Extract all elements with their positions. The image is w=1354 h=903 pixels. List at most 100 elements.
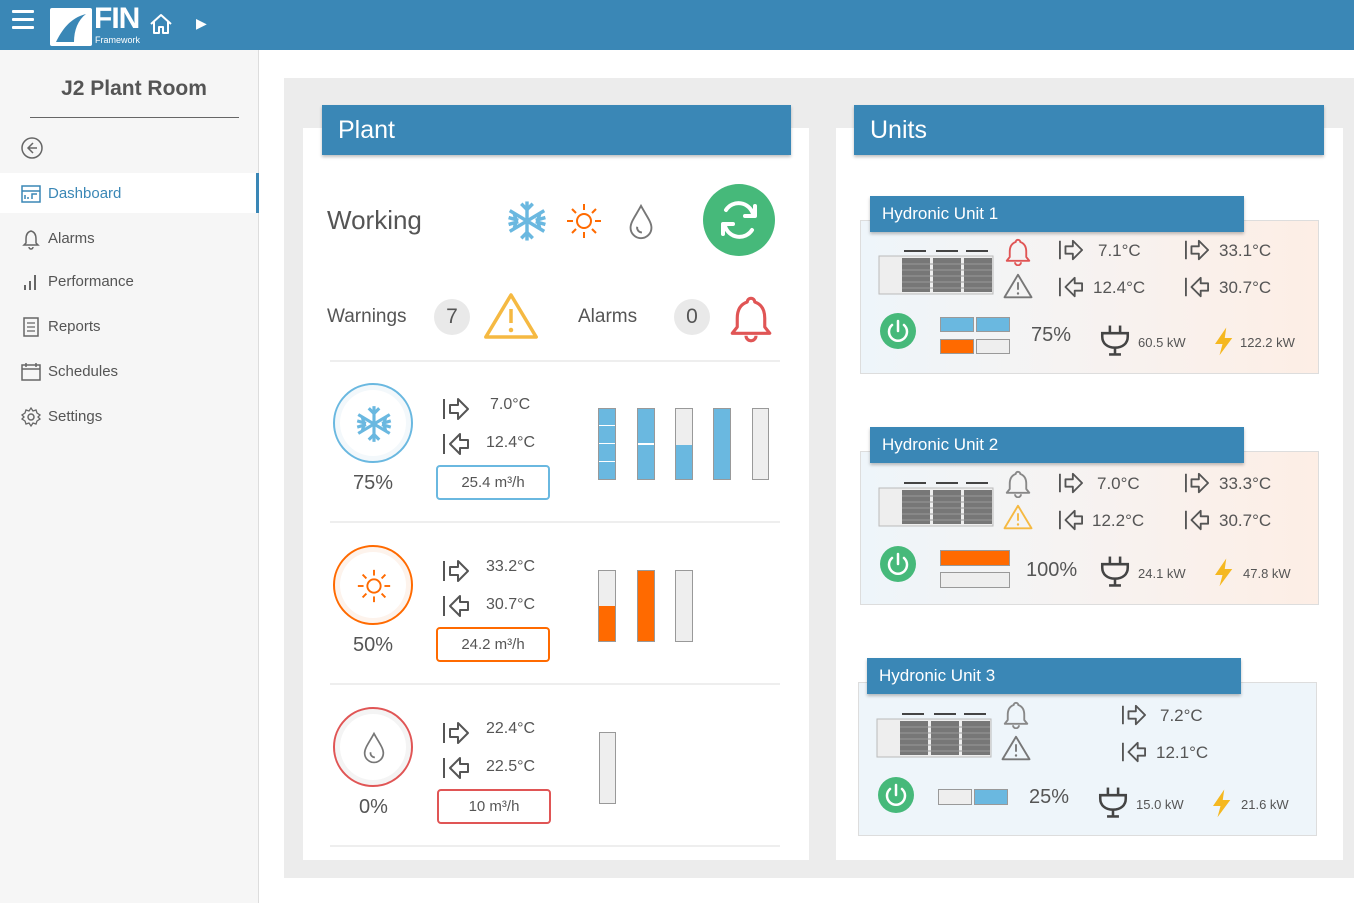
power-button[interactable] bbox=[880, 313, 916, 349]
return-arrow-icon bbox=[441, 755, 471, 781]
hydronic-unit-card[interactable] bbox=[860, 220, 1319, 374]
water-drop-icon bbox=[357, 729, 391, 767]
return-arrow-icon bbox=[1183, 508, 1211, 532]
stage-block bbox=[976, 339, 1010, 354]
sidebar-item-schedules[interactable]: Schedules bbox=[0, 351, 259, 391]
warning-icon[interactable] bbox=[1001, 734, 1031, 762]
stage-bar bbox=[637, 408, 655, 480]
top-bar: FIN Framework ▶ bbox=[0, 0, 1354, 50]
sidebar-item-reports[interactable]: Reports bbox=[0, 306, 259, 346]
refresh-icon bbox=[721, 201, 757, 239]
stage-bar bbox=[713, 408, 731, 480]
units-panel-title: Units bbox=[854, 105, 1324, 155]
unit-load-percent: 100% bbox=[1026, 559, 1078, 581]
plug-icon bbox=[1096, 784, 1130, 820]
cooling-supply-temp: 7.0°C bbox=[1097, 474, 1140, 493]
sidebar-item-alarms[interactable]: Alarms bbox=[0, 218, 259, 258]
cooling-supply-temp: 7.2°C bbox=[1160, 706, 1203, 725]
return-arrow-icon bbox=[441, 593, 471, 619]
cooling-return-temp: 12.2°C bbox=[1092, 511, 1145, 530]
unit-title: Hydronic Unit 1 bbox=[870, 196, 1244, 232]
alarm-bell-icon[interactable] bbox=[1001, 699, 1031, 729]
power-button[interactable] bbox=[878, 777, 914, 813]
thermal-power: 15.0 kW bbox=[1136, 797, 1184, 812]
supply-arrow-icon bbox=[1120, 703, 1148, 727]
snowflake-icon bbox=[504, 198, 550, 244]
stage-bar bbox=[599, 732, 616, 804]
heating-supply-temp: 33.2°C bbox=[486, 558, 536, 575]
alarm-bell-icon[interactable] bbox=[1003, 468, 1033, 498]
sun-icon bbox=[355, 567, 393, 605]
unit-load-percent: 25% bbox=[1029, 786, 1070, 808]
heating-return-temp: 30.7°C bbox=[1219, 278, 1272, 297]
heating-supply-temp: 33.1°C bbox=[1219, 241, 1272, 260]
alarm-bell-icon[interactable] bbox=[726, 290, 776, 344]
thermal-power: 24.1 kW bbox=[1138, 566, 1186, 581]
alarm-bell-icon[interactable] bbox=[1003, 236, 1033, 266]
heating-supply-temp: 33.3°C bbox=[1219, 474, 1272, 493]
stage-block bbox=[976, 317, 1010, 332]
stage-bar bbox=[637, 570, 655, 642]
lightning-icon bbox=[1209, 322, 1239, 360]
stage-block bbox=[940, 572, 1010, 588]
return-arrow-icon bbox=[1120, 740, 1148, 764]
hydronic-unit-card[interactable] bbox=[858, 682, 1317, 836]
stage-bar bbox=[675, 570, 693, 642]
chiller-icon bbox=[878, 478, 994, 528]
sidebar-item-label: Settings bbox=[48, 408, 103, 425]
refresh-button[interactable] bbox=[703, 184, 775, 256]
plant-status: Working bbox=[327, 205, 422, 235]
dhw-return-temp: 22.5°C bbox=[486, 758, 536, 775]
plug-icon bbox=[1098, 322, 1132, 358]
water-drop-icon bbox=[622, 201, 660, 243]
dhw-flow-rate: 10 m³/h bbox=[437, 789, 551, 824]
cooling-return-temp: 12.1°C bbox=[1156, 743, 1209, 762]
supply-arrow-icon bbox=[1183, 238, 1211, 262]
warnings-label: Warnings bbox=[327, 306, 407, 327]
return-arrow-icon bbox=[1183, 275, 1211, 299]
heating-return-temp: 30.7°C bbox=[486, 596, 536, 613]
logo-subtitle: Framework bbox=[95, 35, 141, 45]
sun-icon bbox=[564, 201, 604, 241]
dashboard-icon bbox=[21, 185, 41, 203]
power-button[interactable] bbox=[880, 546, 916, 582]
lightning-icon bbox=[1207, 784, 1237, 822]
sidebar-item-label: Dashboard bbox=[48, 185, 122, 202]
chevron-right-icon[interactable]: ▶ bbox=[196, 15, 207, 31]
warning-icon[interactable] bbox=[483, 290, 539, 342]
home-icon[interactable] bbox=[148, 12, 174, 41]
hydronic-unit-card[interactable] bbox=[860, 451, 1319, 605]
sidebar-item-label: Reports bbox=[48, 318, 101, 335]
divider bbox=[330, 683, 780, 685]
cooling-supply-temp: 7.1°C bbox=[1098, 241, 1141, 260]
site-title: J2 Plant Room bbox=[61, 77, 207, 100]
snowflake-icon bbox=[353, 403, 395, 445]
warning-icon[interactable] bbox=[1003, 272, 1033, 300]
sidebar-item-performance[interactable]: Performance bbox=[0, 261, 259, 301]
bar-chart-icon bbox=[24, 275, 36, 290]
divider bbox=[30, 117, 239, 118]
stage-block bbox=[938, 789, 972, 805]
alarms-label: Alarms bbox=[578, 306, 638, 327]
sidebar-item-settings[interactable]: Settings bbox=[0, 396, 259, 436]
unit-load-percent: 75% bbox=[1031, 324, 1072, 346]
thermal-power: 60.5 kW bbox=[1138, 335, 1186, 350]
menu-icon[interactable] bbox=[12, 10, 34, 30]
supply-arrow-icon bbox=[1183, 471, 1211, 495]
return-arrow-icon bbox=[1057, 275, 1085, 299]
lightning-icon bbox=[1209, 553, 1239, 591]
back-icon[interactable] bbox=[20, 136, 44, 165]
stage-block bbox=[974, 789, 1008, 805]
divider bbox=[330, 521, 780, 523]
cooling-supply-temp: 7.0°C bbox=[490, 396, 531, 413]
cooling-percent: 75% bbox=[353, 472, 394, 494]
warning-icon[interactable] bbox=[1003, 503, 1033, 531]
stage-block bbox=[940, 339, 974, 354]
stage-bar bbox=[675, 408, 693, 480]
return-arrow-icon bbox=[1057, 508, 1085, 532]
sidebar: J2 Plant Room Dashboard Alarms Performan… bbox=[0, 50, 259, 903]
cooling-return-temp: 12.4°C bbox=[486, 434, 536, 451]
sidebar-item-dashboard[interactable]: Dashboard bbox=[0, 173, 259, 213]
heating-gauge bbox=[333, 545, 413, 625]
stage-block bbox=[940, 317, 974, 332]
